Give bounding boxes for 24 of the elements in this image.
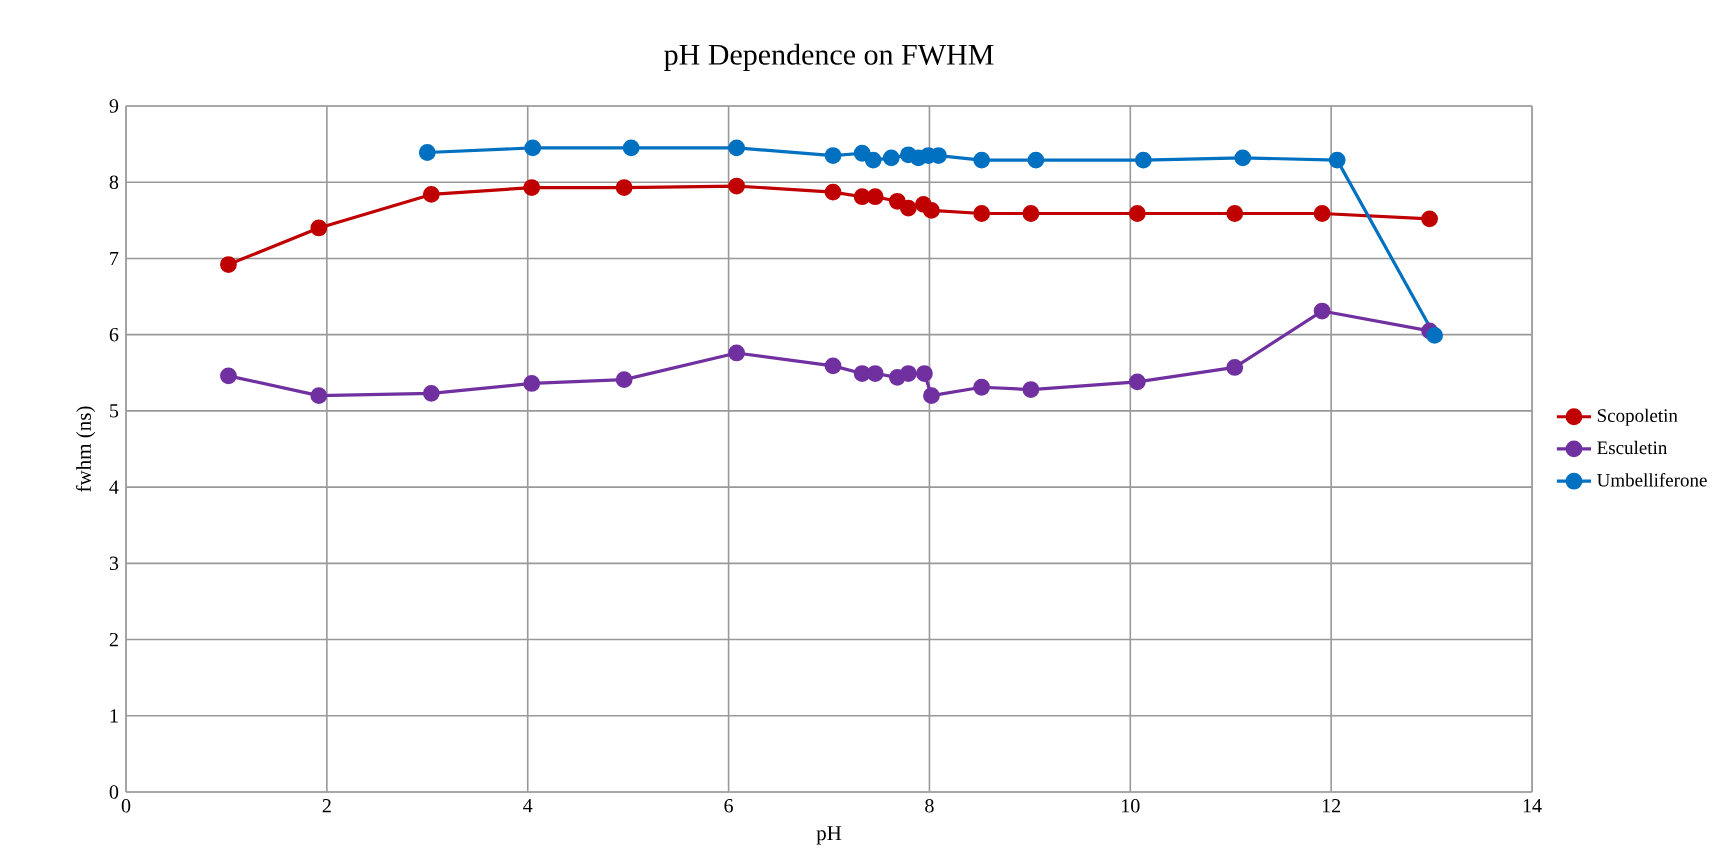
y-tick-label: 7	[110, 251, 119, 265]
legend-label: Umbelliferone	[1597, 472, 1707, 487]
x-tick-label: 12	[1322, 799, 1341, 813]
y-tick-label: 8	[109, 175, 119, 189]
x-tick-label: 0	[121, 799, 131, 813]
y-tick-label: 3	[109, 556, 119, 571]
y-axis-title: fwhm (ns)	[75, 406, 96, 492]
x-axis-title: pH	[816, 826, 842, 845]
x-tick-label: 6	[724, 799, 733, 813]
chart-title: pH Dependence on FWHM	[664, 43, 994, 71]
y-tick-label: 0	[109, 785, 119, 799]
y-tick-label: 5	[110, 404, 119, 418]
legend-label: Scopoletin	[1597, 408, 1678, 426]
x-tick-label: 8	[925, 799, 934, 813]
y-tick-label: 1	[110, 709, 118, 723]
legend-label: Esculetin	[1597, 440, 1668, 455]
y-tick-label: 4	[109, 480, 119, 494]
x-tick-label: 2	[322, 799, 331, 813]
y-tick-label: 6	[109, 327, 119, 342]
x-tick-label: 14	[1523, 799, 1542, 813]
x-tick-label: 4	[523, 799, 533, 813]
x-tick-label: 10	[1122, 799, 1140, 813]
y-tick-label: 9	[109, 99, 119, 113]
y-tick-label: 2	[109, 632, 118, 647]
